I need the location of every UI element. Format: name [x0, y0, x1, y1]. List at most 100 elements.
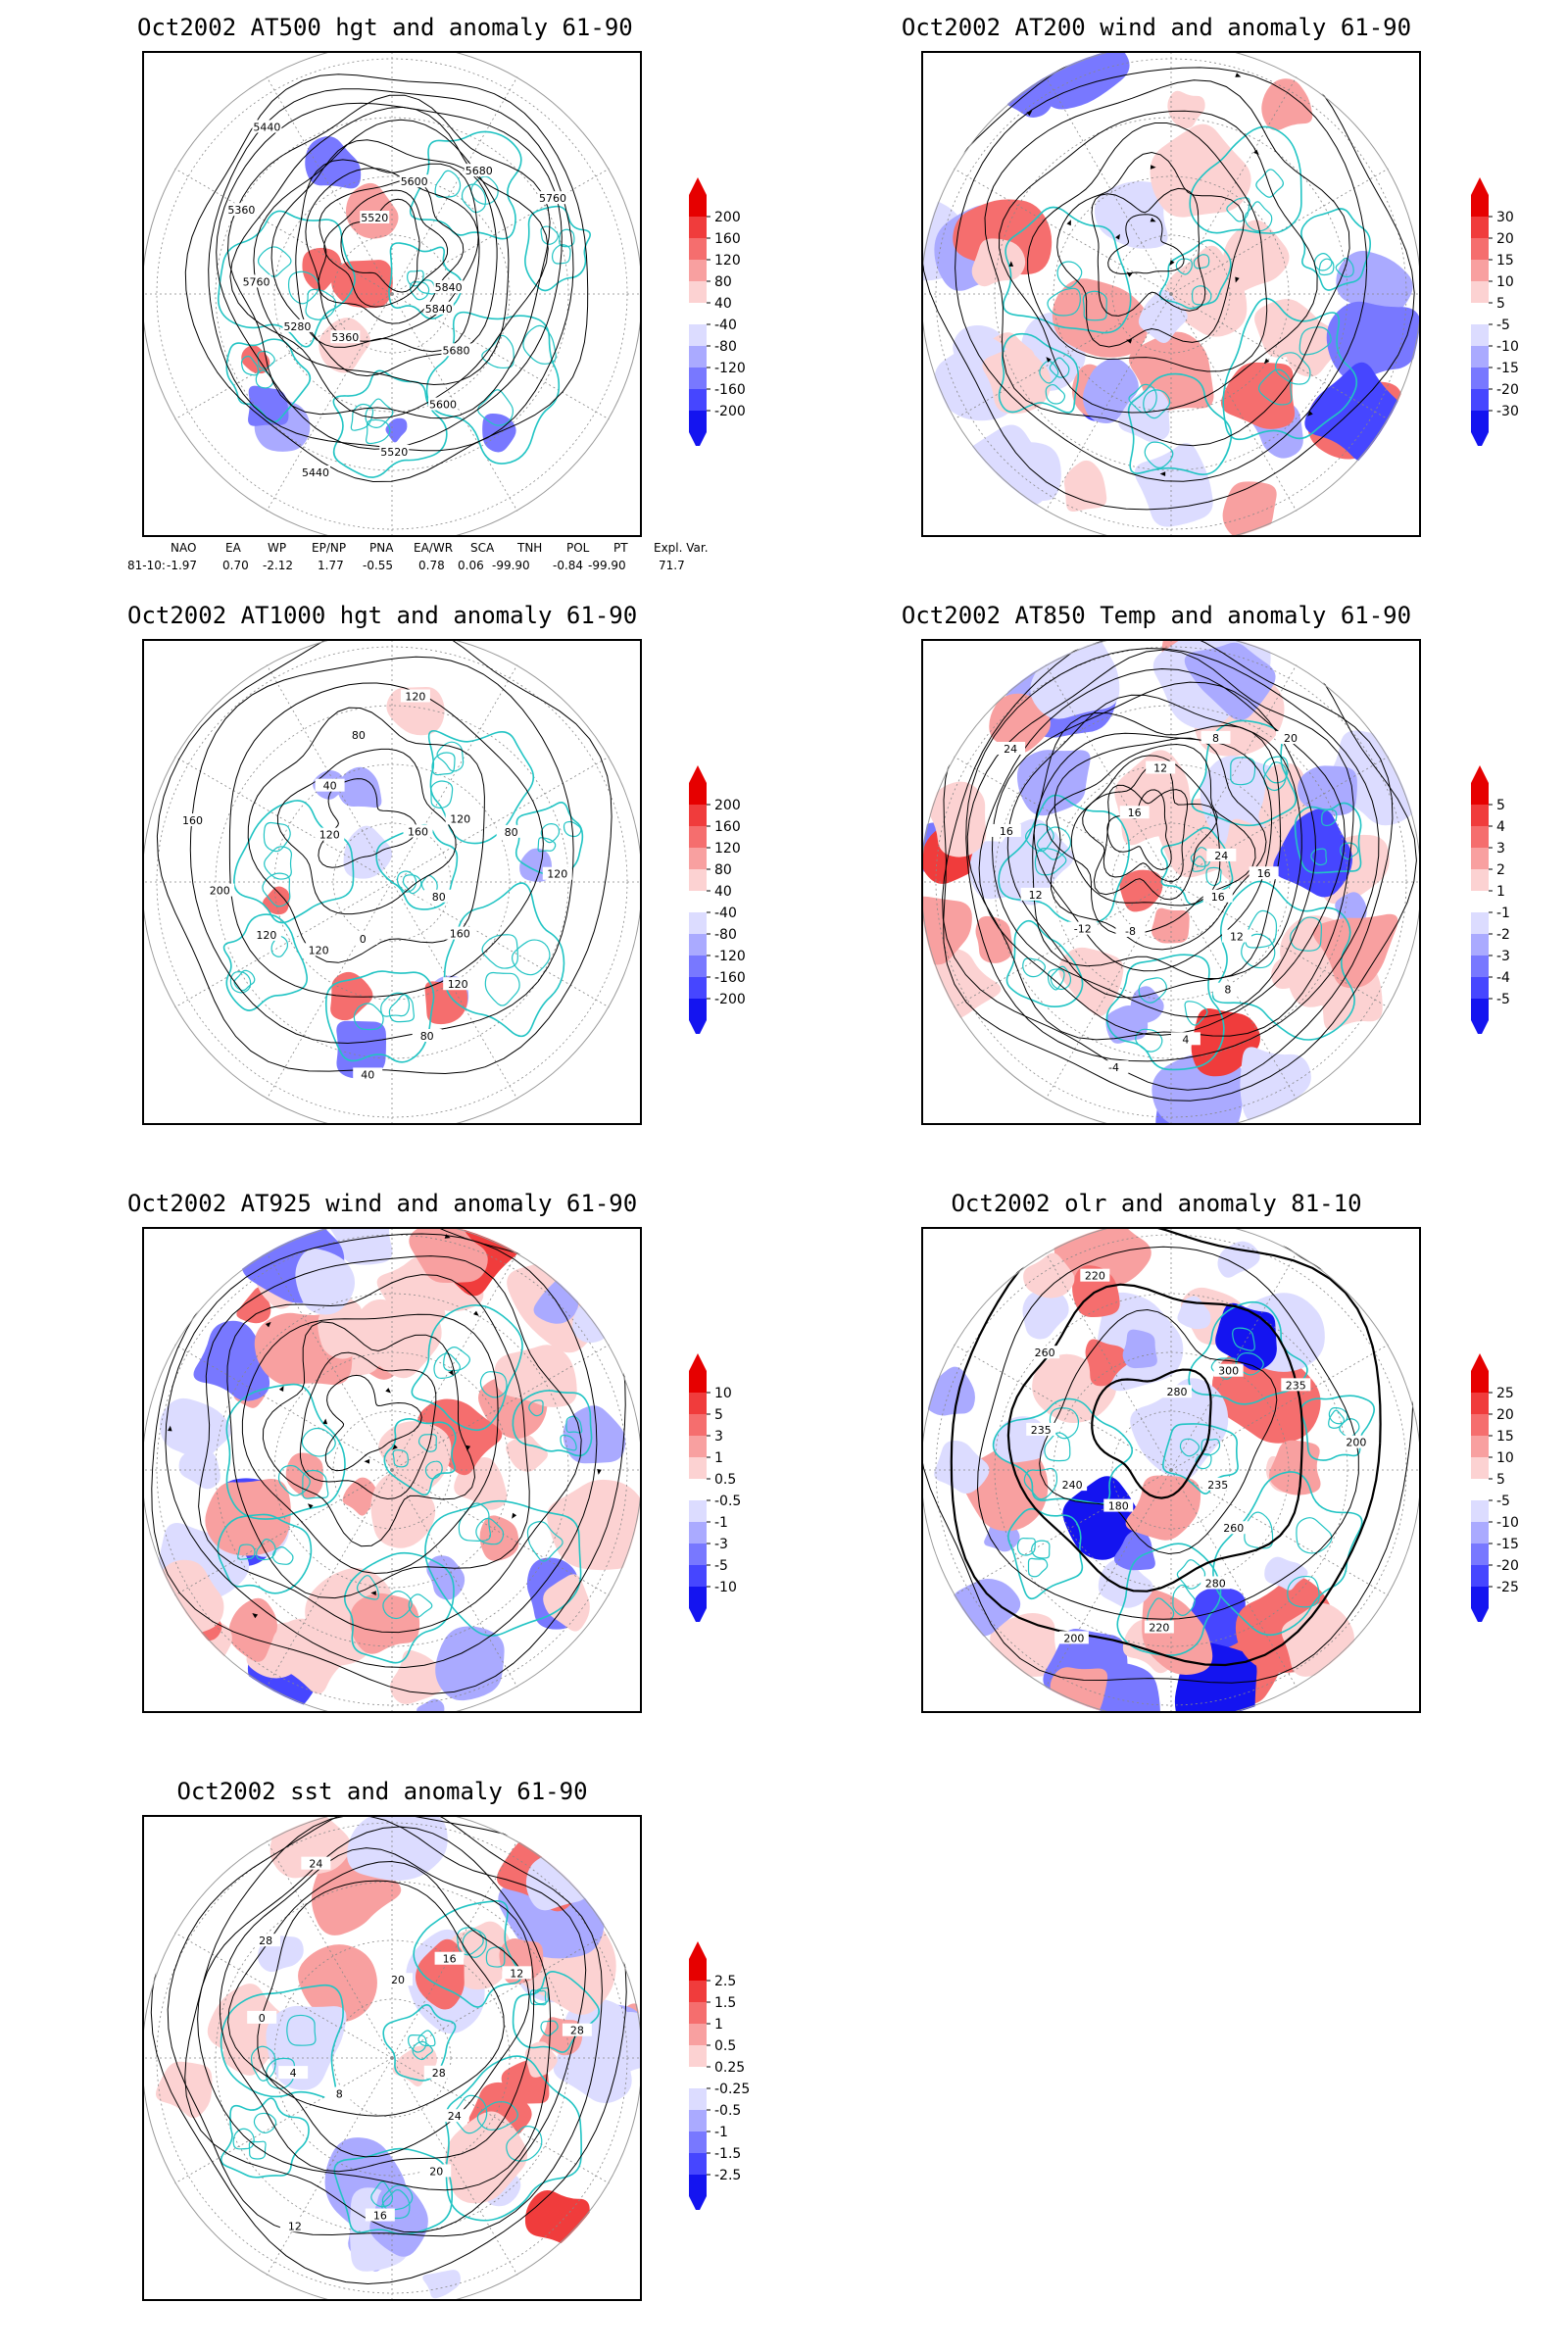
- colorbar-label: 0.5: [714, 2038, 736, 2054]
- index-value: 0.78: [418, 559, 445, 572]
- anomaly-patch: [506, 1435, 548, 1472]
- border-line: [1328, 1406, 1348, 1425]
- colorbar-swatch: [1471, 805, 1489, 826]
- border-line: [232, 2128, 255, 2150]
- border-line: [512, 939, 551, 976]
- anomaly-patch: [385, 417, 408, 443]
- panel-at850-temp: Oct2002 AT850 Temp and anomaly 61-90 16 1…: [784, 588, 1568, 1176]
- coastline: [220, 2097, 310, 2179]
- contour-label-bg: [1202, 889, 1233, 903]
- contour-label: 5760: [243, 275, 270, 288]
- border-line: [436, 741, 465, 772]
- colorbar-swatch: [1471, 389, 1489, 411]
- streamline-arrow: [1169, 260, 1175, 266]
- border-line: [392, 1449, 409, 1468]
- coastline: [233, 800, 355, 924]
- streamline-arrow: [1159, 471, 1166, 476]
- colorbar-label: 3: [714, 1429, 723, 1445]
- panel-title: Oct2002 sst and anomaly 61-90: [176, 1778, 588, 1805]
- contour-label-bg: [434, 1951, 465, 1965]
- panel-title: Oct2002 AT850 Temp and anomaly 61-90: [901, 602, 1412, 629]
- anomaly-patch: [1122, 1329, 1157, 1369]
- coastline: [225, 338, 312, 423]
- coastline: [409, 130, 522, 240]
- border-line: [540, 823, 561, 844]
- contour-label: 240: [1062, 1479, 1083, 1492]
- index-row-label: 81-10:: [127, 559, 166, 572]
- streamline-arrow: [1008, 261, 1014, 267]
- colorbar: 5 4 3 2 1 -1 -2 -3 -4 -5: [1471, 765, 1510, 1034]
- contour-label: 20: [429, 2165, 443, 2178]
- border-line: [1031, 1540, 1051, 1559]
- coastline: [1299, 1395, 1376, 1461]
- border-line: [408, 2034, 427, 2053]
- contour-label-bg: [324, 2086, 355, 2100]
- anomaly-patch: [1152, 1052, 1245, 1123]
- index-value: -1.97: [167, 559, 198, 572]
- coastline: [424, 1499, 582, 1637]
- colorbar-label: 1.5: [714, 1995, 736, 2011]
- border-line: [229, 971, 252, 994]
- colorbar-cap-bottom: [689, 1020, 707, 1034]
- colorbar-swatch: [1471, 783, 1489, 805]
- streamline-arrow: [473, 1310, 479, 1316]
- contour-label: 40: [323, 780, 337, 793]
- border-line: [1193, 254, 1210, 270]
- contour-label-bg: [428, 397, 459, 411]
- colorbar-swatch: [1471, 260, 1489, 281]
- contour-label-bg: [1119, 806, 1150, 819]
- contour-label: 5600: [429, 399, 457, 412]
- anomaly-patch: [155, 2061, 213, 2119]
- anomaly-patch: [409, 1229, 488, 1283]
- contour-label: 4: [290, 2067, 297, 2080]
- border-line: [409, 281, 430, 301]
- contour-label: 12: [1230, 931, 1244, 944]
- index-value: -99.90: [492, 559, 530, 572]
- contour-line: [197, 1826, 552, 2191]
- contour-label-bg: [343, 727, 373, 741]
- colorbar: 25 20 15 10 5 -5 -10 -15 -20 -25: [1471, 1353, 1519, 1622]
- contour-label: 5680: [442, 344, 469, 357]
- coastline: [1007, 1507, 1084, 1600]
- streamline-arrow: [1046, 357, 1052, 363]
- border-line: [264, 846, 292, 880]
- teleconnection-indices: NAO EA WP EP/NP PNA EA/WR SCA TNH POL PT…: [127, 541, 715, 580]
- contour-label-bg: [330, 330, 361, 344]
- colorbar-label: -10: [1496, 1515, 1519, 1531]
- border-line: [475, 1517, 505, 1545]
- anomaly-patch: [1177, 1296, 1211, 1330]
- contour-label-bg: [1099, 1060, 1129, 1074]
- contour-line: [151, 1229, 626, 1694]
- coastline: [1003, 206, 1132, 334]
- colorbar-swatch: [689, 368, 707, 389]
- contour-label-bg: [1218, 1521, 1249, 1535]
- border-line: [1082, 290, 1107, 321]
- coastline: [1127, 372, 1233, 475]
- contour-line: [165, 1233, 598, 1669]
- anomaly-patch: [1063, 460, 1107, 513]
- coastline: [324, 970, 435, 1063]
- contour-line: [228, 682, 544, 998]
- contour-label-bg: [348, 931, 378, 945]
- border-line: [417, 2030, 436, 2047]
- coastline: [444, 2055, 582, 2222]
- anomaly-patch: [479, 1515, 519, 1561]
- anomaly-patch: [971, 238, 1026, 287]
- panel-at1000-hgt: Oct2002 AT1000 hgt and anomaly 61-90 80 1…: [0, 588, 784, 1176]
- contour-label: 220: [1085, 1270, 1105, 1283]
- contour-label-bg: [301, 466, 331, 479]
- colorbar-swatch: [689, 1393, 707, 1414]
- colorbar-swatch: [1471, 934, 1489, 956]
- contour-line: [219, 1847, 535, 2173]
- colorbar: 200 160 120 80 40 -40 -80 -120 -160 -200: [689, 765, 746, 1034]
- contour-label-bg: [1202, 1477, 1233, 1491]
- index-header: PT: [613, 541, 628, 555]
- anomaly-patch: [1082, 358, 1139, 424]
- anomaly-patch: [1114, 750, 1194, 846]
- border-line: [412, 2040, 433, 2061]
- contour-label: 16: [1128, 807, 1142, 819]
- border-line: [506, 2126, 543, 2162]
- colorbar-swatch: [1471, 848, 1489, 869]
- colorbar-label: -25: [1496, 1580, 1519, 1595]
- border-line: [479, 1371, 508, 1398]
